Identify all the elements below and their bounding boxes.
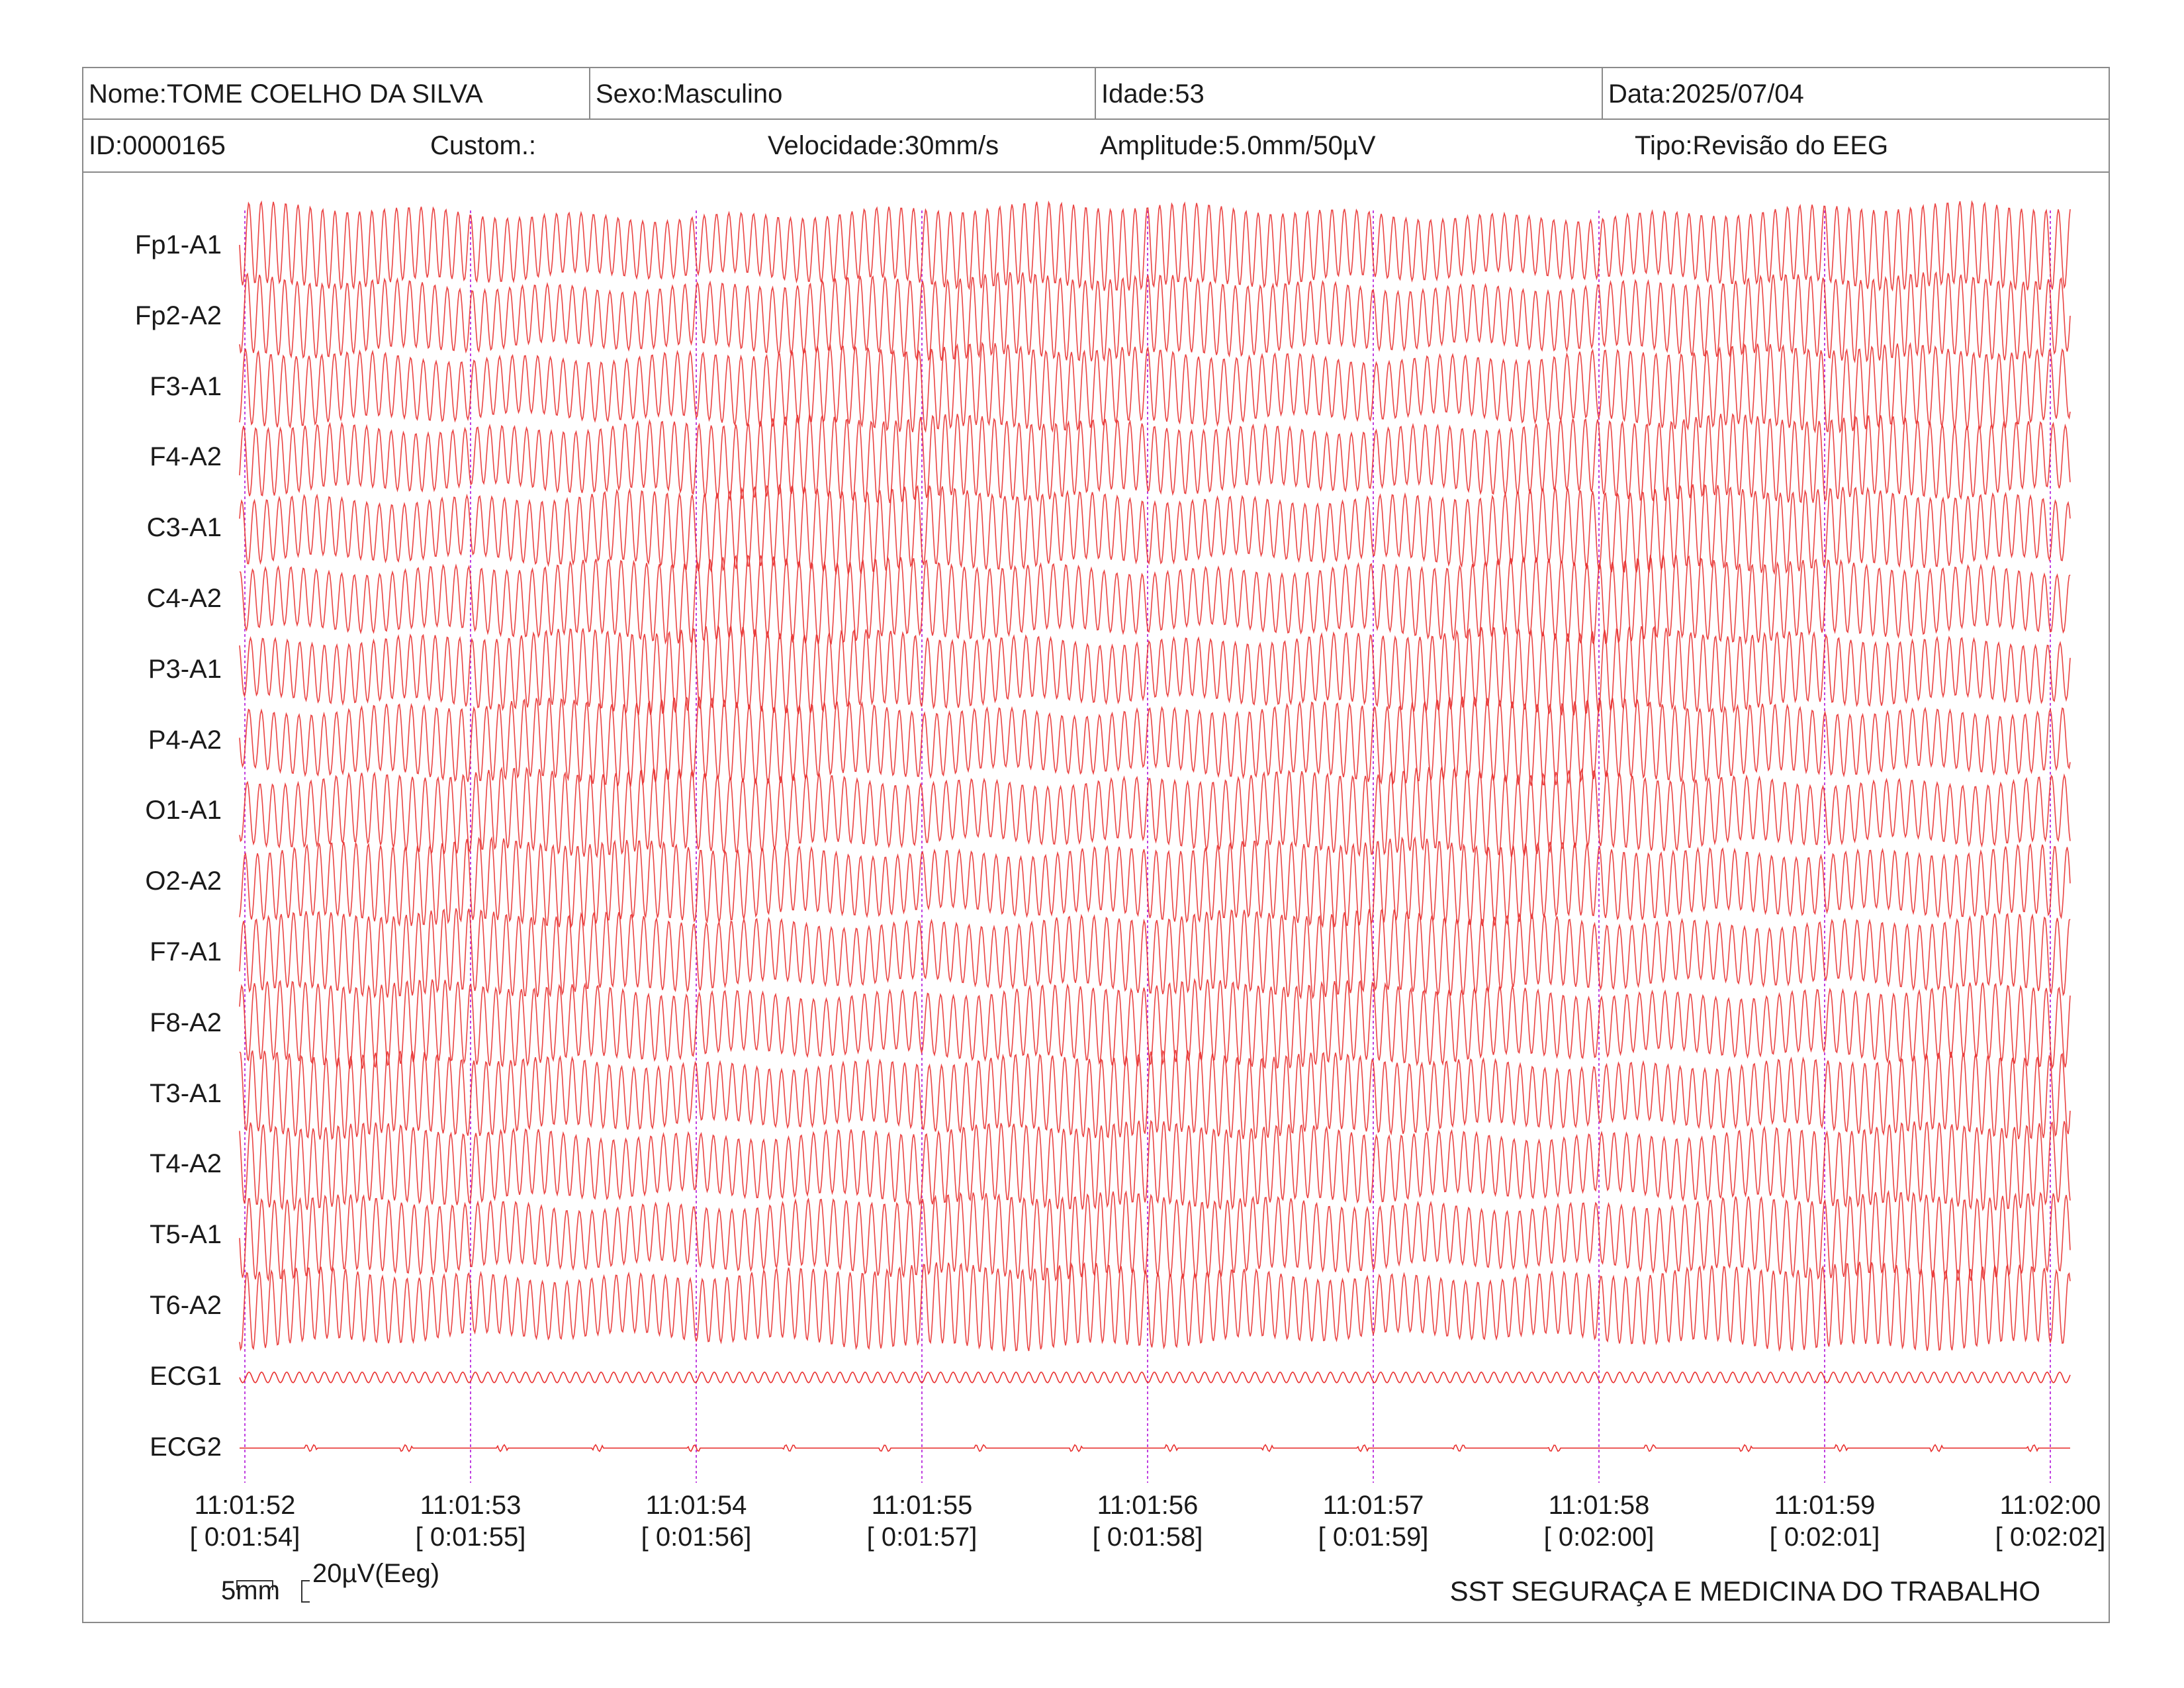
eeg-trace xyxy=(239,554,2071,645)
patient-id: ID:0000165 xyxy=(89,131,226,160)
exam-type: Tipo:Revisão do EEG xyxy=(1635,131,1889,160)
eeg-trace xyxy=(239,484,2071,575)
header-row-1: Nome:TOME COELHO DA SILVA Sexo:Masculino… xyxy=(83,68,2109,120)
calibration-time-label: 5mm xyxy=(221,1576,280,1605)
elapsed-time: [ 0:02:02] xyxy=(1995,1523,2106,1552)
channel-label: O1-A1 xyxy=(145,796,222,825)
elapsed-time: [ 0:01:59] xyxy=(1318,1523,1429,1552)
clock-time: 11:02:00 xyxy=(1999,1491,2101,1520)
elapsed-time: [ 0:01:54] xyxy=(189,1523,300,1552)
eeg-trace xyxy=(239,342,2071,434)
time-mark-label: 11:01:53 [ 0:01:55] xyxy=(371,1489,570,1553)
time-mark-label: 11:01:55 [ 0:01:57] xyxy=(823,1489,1021,1553)
eeg-trace xyxy=(239,625,2071,716)
channel-label: T6-A2 xyxy=(150,1291,222,1320)
channel-label: O2-A2 xyxy=(145,867,222,896)
time-calibration-bracket xyxy=(236,1580,273,1590)
time-mark-label: 11:01:56 [ 0:01:58] xyxy=(1048,1489,1247,1553)
elapsed-time: [ 0:01:58] xyxy=(1092,1523,1203,1552)
footer-company: SST SEGURAÇA E MEDICINA DO TRABALHO xyxy=(1449,1575,2040,1607)
channel-label: Fp1-A1 xyxy=(134,230,222,259)
eeg-trace xyxy=(239,908,2071,1000)
elapsed-time: [ 0:01:55] xyxy=(415,1523,526,1552)
patient-age: Idade:53 xyxy=(1095,68,1602,118)
channel-label: F4-A2 xyxy=(150,442,222,472)
eeg-trace xyxy=(239,200,2071,292)
clock-time: 11:01:52 xyxy=(194,1491,296,1520)
ecg2-trace xyxy=(240,1444,2070,1453)
eeg-trace xyxy=(239,1262,2071,1352)
eeg-trace xyxy=(239,836,2071,929)
channel-label: F3-A1 xyxy=(150,371,222,401)
channel-label: T5-A1 xyxy=(150,1220,222,1250)
amplitude-calibration-bracket xyxy=(301,1580,310,1603)
patient-name: Nome:TOME COELHO DA SILVA xyxy=(89,79,483,109)
eeg-trace xyxy=(239,413,2071,504)
channel-label: C4-A2 xyxy=(146,584,222,613)
time-mark-label: 11:01:54 [ 0:01:56] xyxy=(597,1489,796,1553)
calibration-amp-label: 20µV(Eeg) xyxy=(312,1559,440,1588)
eeg-trace xyxy=(239,696,2071,787)
eeg-trace xyxy=(239,1190,2071,1282)
clock-time: 11:01:53 xyxy=(420,1491,522,1520)
channel-label: Fp2-A2 xyxy=(134,301,222,330)
time-mark-label: 11:01:59 [ 0:02:01] xyxy=(1725,1489,1924,1553)
elapsed-time: [ 0:02:01] xyxy=(1769,1523,1880,1552)
channel-label: T3-A1 xyxy=(150,1078,222,1108)
time-mark-label: 11:01:57 [ 0:01:59] xyxy=(1274,1489,1473,1553)
clock-time: 11:01:55 xyxy=(871,1491,973,1520)
exam-date: Data:2025/07/04 xyxy=(1602,68,2109,118)
patient-sex: Sexo:Masculino xyxy=(589,68,1095,118)
clock-time: 11:01:58 xyxy=(1548,1491,1650,1520)
speed-setting: Velocidade:30mm/s xyxy=(768,131,999,160)
clock-time: 11:01:59 xyxy=(1774,1491,1876,1520)
channel-label: P4-A2 xyxy=(148,725,222,755)
elapsed-time: [ 0:01:56] xyxy=(641,1523,752,1552)
clock-time: 11:01:56 xyxy=(1097,1491,1199,1520)
channel-label: P3-A1 xyxy=(148,654,222,684)
report-frame: Nome:TOME COELHO DA SILVA Sexo:Masculino… xyxy=(82,67,2110,1623)
channel-label: T4-A2 xyxy=(150,1149,222,1179)
time-mark-label: 11:02:00 [ 0:02:02] xyxy=(1951,1489,2150,1553)
ecg1-trace xyxy=(239,1371,2071,1383)
eeg-trace xyxy=(239,766,2071,859)
time-mark-label: 11:01:58 [ 0:02:00] xyxy=(1500,1489,1698,1553)
eeg-trace xyxy=(239,1049,2071,1141)
channel-label: ECG1 xyxy=(150,1361,222,1391)
amplitude-setting: Amplitude:5.0mm/50µV xyxy=(1100,131,1376,160)
elapsed-time: [ 0:01:57] xyxy=(866,1523,978,1552)
eeg-trace xyxy=(239,978,2071,1070)
header-row-2: ID:0000165 Custom.: Velocidade:30mm/s Am… xyxy=(83,120,2109,173)
clock-time: 11:01:54 xyxy=(645,1491,747,1520)
eeg-trace xyxy=(239,271,2071,363)
eeg-trace xyxy=(239,1119,2071,1212)
channel-label: F7-A1 xyxy=(150,937,222,966)
channel-label: C3-A1 xyxy=(146,513,222,543)
elapsed-time: [ 0:02:00] xyxy=(1543,1523,1655,1552)
clock-time: 11:01:57 xyxy=(1322,1491,1424,1520)
time-mark-label: 11:01:52 [ 0:01:54] xyxy=(146,1489,344,1553)
custom-field: Custom.: xyxy=(430,131,537,160)
channel-label: ECG2 xyxy=(150,1432,222,1462)
channel-label: F8-A2 xyxy=(150,1008,222,1037)
